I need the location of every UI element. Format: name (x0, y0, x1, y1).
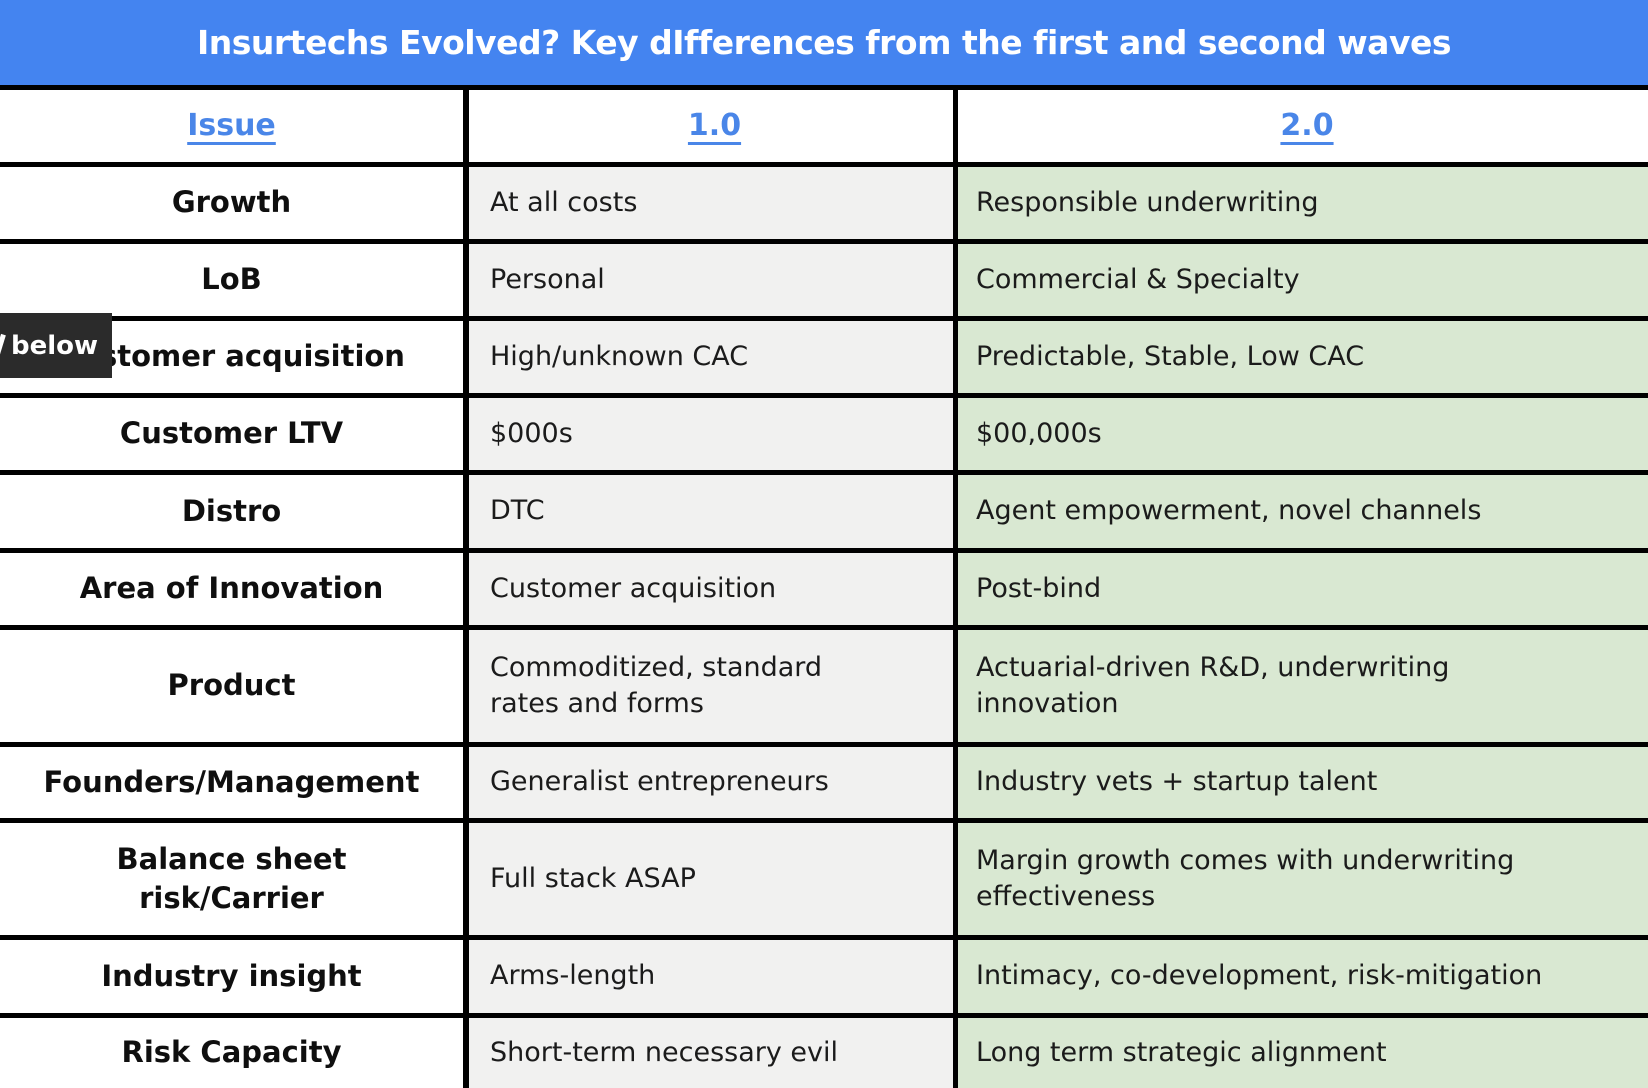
table-header-row: Issue 1.0 2.0 (0, 90, 1648, 167)
value-2-0: Post-bind (958, 553, 1648, 625)
value-1-0: Generalist entrepreneurs (469, 747, 958, 818)
value-1-0: Customer acquisition (469, 553, 958, 625)
value-2-0: Commercial & Specialty (958, 244, 1648, 316)
issue-label: Industry insight (0, 940, 469, 1013)
wave-1-0-header-link[interactable]: 1.0 (687, 107, 742, 143)
value-1-0: Arms-length (469, 940, 958, 1013)
table-row-growth: Growth At all costs Responsible underwri… (0, 167, 1648, 244)
value-1-0: At all costs (469, 167, 958, 239)
value-1-0: DTC (469, 475, 958, 548)
value-1-0: Personal (469, 244, 958, 316)
column-header-issue: Issue (0, 90, 469, 162)
column-header-1-0: 1.0 (469, 90, 958, 162)
value-2-0: Long term strategic alignment (958, 1018, 1648, 1088)
table-row-risk-capacity: Risk Capacity Short-term necessary evil … (0, 1018, 1648, 1088)
issue-header-link[interactable]: Issue (187, 107, 276, 143)
table-row-product: Product Commoditized, standard rates and… (0, 630, 1648, 747)
value-1-0: High/unknown CAC (469, 321, 958, 393)
tooltip-label: below (10, 330, 98, 361)
value-1-0: Full stack ASAP (469, 823, 958, 935)
issue-label: Area of Innovation (0, 553, 469, 625)
issue-label: Customer LTV (0, 398, 469, 470)
issue-label: Product (0, 630, 469, 742)
value-1-0: Short-term necessary evil (469, 1018, 958, 1088)
value-2-0: Predictable, Stable, Low CAC (958, 321, 1648, 393)
title-bar: Insurtechs Evolved? Key dIfferences from… (0, 0, 1648, 90)
value-2-0: Margin growth comes with underwriting ef… (958, 823, 1648, 935)
value-2-0: $00,000s (958, 398, 1648, 470)
slide-title: Insurtechs Evolved? Key dIfferences from… (197, 23, 1451, 62)
table-row-founders-management: Founders/Management Generalist entrepren… (0, 747, 1648, 823)
value-2-0: Actuarial-driven R&D, underwriting innov… (958, 630, 1648, 742)
table-row-balance-sheet-risk-carrier: Balance sheet risk/Carrier Full stack AS… (0, 823, 1648, 940)
comparison-table: Issue 1.0 2.0 Growth At all costs Respon… (0, 90, 1648, 1088)
table-row-distro: Distro DTC Agent empowerment, novel chan… (0, 475, 1648, 553)
column-header-2-0: 2.0 (958, 90, 1648, 162)
value-2-0: Agent empowerment, novel channels (958, 475, 1648, 548)
value-2-0: Industry vets + startup talent (958, 747, 1648, 818)
hover-tooltip: below (0, 313, 112, 378)
issue-label: LoB (0, 244, 469, 316)
clipped-letter-stroke (0, 333, 6, 362)
issue-label: Risk Capacity (0, 1018, 469, 1088)
issue-label: Founders/Management (0, 747, 469, 818)
table-row-industry-insight: Industry insight Arms-length Intimacy, c… (0, 940, 1648, 1018)
value-1-0: $000s (469, 398, 958, 470)
table-row-customer-ltv: Customer LTV $000s $00,000s (0, 398, 1648, 475)
table-row-lob: LoB Personal Commercial & Specialty (0, 244, 1648, 321)
table-row-customer-acquisition: Customer acquisition High/unknown CAC Pr… (0, 321, 1648, 398)
table-row-area-of-innovation: Area of Innovation Customer acquisition … (0, 553, 1648, 630)
value-2-0: Intimacy, co-development, risk-mitigatio… (958, 940, 1648, 1013)
value-2-0: Responsible underwriting (958, 167, 1648, 239)
issue-label: Distro (0, 475, 469, 548)
issue-label: Growth (0, 167, 469, 239)
issue-label: Balance sheet risk/Carrier (0, 823, 469, 935)
value-1-0: Commoditized, standard rates and forms (469, 630, 958, 742)
wave-2-0-header-link[interactable]: 2.0 (1280, 107, 1334, 143)
